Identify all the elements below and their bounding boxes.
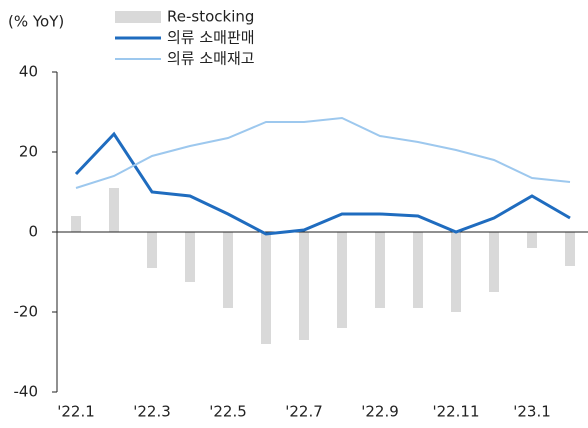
bar: [413, 232, 423, 308]
bar: [71, 216, 81, 232]
bar: [451, 232, 461, 312]
bar: [527, 232, 537, 248]
legend-label: 의류 소매판매: [167, 29, 255, 47]
bar: [375, 232, 385, 308]
bar: [261, 232, 271, 344]
y-tick-label: 0: [28, 223, 38, 241]
y-tick-label: -20: [14, 303, 39, 321]
legend-label: 의류 소매재고: [167, 50, 255, 68]
y-tick-label: -40: [14, 383, 39, 401]
x-tick-label: '22.7: [285, 403, 323, 421]
y-tick-label: 20: [19, 143, 38, 161]
x-tick-label: '22.5: [209, 403, 247, 421]
bar: [337, 232, 347, 328]
bar: [299, 232, 309, 340]
legend-swatch: [115, 11, 161, 23]
legend-label: Re-stocking: [167, 8, 254, 26]
x-tick-label: '22.1: [57, 403, 95, 421]
bar: [489, 232, 499, 292]
bar: [109, 188, 119, 232]
bar: [223, 232, 233, 308]
line: [74, 131, 571, 236]
line: [75, 116, 571, 189]
x-tick-label: '23.1: [513, 403, 551, 421]
y-axis-label: (% YoY): [8, 13, 64, 31]
x-tick-label: '22.9: [361, 403, 399, 421]
bar: [565, 232, 575, 266]
x-tick-label: '22.3: [133, 403, 171, 421]
bar: [185, 232, 195, 282]
x-tick-label: '22.11: [432, 403, 479, 421]
bar: [147, 232, 157, 268]
y-tick-label: 40: [19, 63, 38, 81]
